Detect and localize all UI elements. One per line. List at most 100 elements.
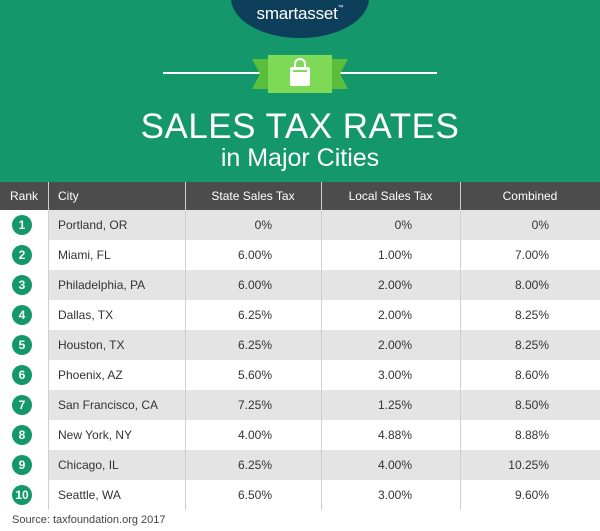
column-separator [185,480,186,510]
sales-tax-table: Rank City State Sales Tax Local Sales Ta… [0,182,600,510]
local-tax-cell: 1.00% [377,248,412,262]
column-separator [185,450,186,480]
column-separator [460,480,461,510]
column-separator [460,450,461,480]
column-header-rank: Rank [10,189,39,203]
column-separator [321,270,322,300]
table-row: 9 Chicago, IL 6.25% 4.00% 10.25% [0,450,600,480]
column-separator [48,182,49,210]
combined-tax-cell: 7.00% [514,248,549,262]
column-separator [185,300,186,330]
state-tax-cell: 0% [254,218,272,232]
column-separator [48,390,49,420]
rank-cell: 7 [0,390,48,420]
column-separator [48,330,49,360]
column-separator [48,300,49,330]
city-cell: Phoenix, AZ [58,368,123,382]
column-header-local-tax: Local Sales Tax [348,189,433,203]
combined-tax-cell: 10.25% [508,458,549,472]
combined-tax-cell: 8.88% [514,428,549,442]
combined-tax-cell: 8.50% [514,398,549,412]
column-separator [185,182,186,210]
column-separator [321,480,322,510]
ribbon-banner [252,55,348,93]
rank-cell: 10 [0,480,48,510]
table-row: 1 Portland, OR 0% 0% 0% [0,210,600,240]
local-tax-cell: 2.00% [377,338,412,352]
rank-badge: 9 [12,455,32,475]
state-tax-cell: 6.25% [237,308,272,322]
rank-badge: 2 [12,245,32,265]
page-subtitle: in Major Cities [220,144,380,172]
column-separator [48,420,49,450]
rank-cell: 2 [0,240,48,270]
column-separator [185,360,186,390]
city-cell: Portland, OR [58,218,128,232]
column-separator [460,182,461,210]
combined-tax-cell: 8.25% [514,338,549,352]
table-header: Rank City State Sales Tax Local Sales Ta… [0,182,600,210]
local-tax-cell: 0% [394,218,412,232]
column-separator [185,240,186,270]
state-tax-cell: 6.25% [237,338,272,352]
shopping-bag-icon [290,58,310,86]
column-header-city: City [58,189,79,203]
column-separator [321,210,322,240]
page-title: SALES TAX RATES [140,107,460,146]
column-separator [48,450,49,480]
column-separator [321,240,322,270]
rank-cell: 4 [0,300,48,330]
local-tax-cell: 3.00% [377,488,412,502]
rank-badge: 10 [12,485,32,505]
rank-cell: 1 [0,210,48,240]
table-row: 7 San Francisco, CA 7.25% 1.25% 8.50% [0,390,600,420]
column-separator [48,240,49,270]
city-cell: Philadelphia, PA [58,278,146,292]
rank-badge: 7 [12,395,32,415]
city-cell: Houston, TX [58,338,125,352]
rank-cell: 8 [0,420,48,450]
state-tax-cell: 4.00% [237,428,272,442]
footer: Source: taxfoundation.org 2017 [0,511,600,531]
state-tax-cell: 7.25% [237,398,272,412]
divider-line-left [163,72,263,74]
column-separator [48,480,49,510]
column-separator [321,300,322,330]
column-separator [460,270,461,300]
rank-cell: 5 [0,330,48,360]
column-separator [321,420,322,450]
city-cell: New York, NY [58,428,133,442]
city-cell: Dallas, TX [58,308,114,322]
column-separator [460,390,461,420]
state-tax-cell: 6.50% [237,488,272,502]
local-tax-cell: 2.00% [377,278,412,292]
rank-cell: 3 [0,270,48,300]
column-separator [48,270,49,300]
column-separator [185,330,186,360]
local-tax-cell: 2.00% [377,308,412,322]
table-row: 8 New York, NY 4.00% 4.88% 8.88% [0,420,600,450]
city-cell: Miami, FL [58,248,111,262]
header-banner: smartasset™ SALES TAX RATES in Major Cit… [0,0,600,182]
rank-badge: 1 [12,215,32,235]
rank-cell: 9 [0,450,48,480]
table-row: 10 Seattle, WA 6.50% 3.00% 9.60% [0,480,600,510]
column-separator [460,420,461,450]
column-separator [321,330,322,360]
rank-cell: 6 [0,360,48,390]
column-separator [460,240,461,270]
column-separator [321,360,322,390]
column-separator [185,270,186,300]
column-separator [48,360,49,390]
city-cell: Seattle, WA [58,488,121,502]
rank-badge: 8 [12,425,32,445]
rank-badge: 3 [12,275,32,295]
local-tax-cell: 1.25% [377,398,412,412]
local-tax-cell: 4.88% [377,428,412,442]
rank-badge: 5 [12,335,32,355]
column-separator [321,390,322,420]
local-tax-cell: 4.00% [377,458,412,472]
table-row: 3 Philadelphia, PA 6.00% 2.00% 8.00% [0,270,600,300]
combined-tax-cell: 8.25% [514,308,549,322]
column-header-combined: Combined [502,189,558,203]
